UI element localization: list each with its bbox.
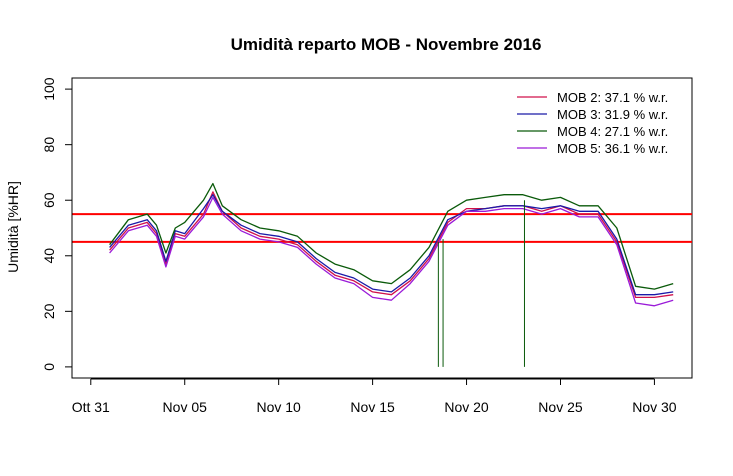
- spike-lines: [437, 200, 525, 367]
- chart-title: Umidità reparto MOB - Novembre 2016: [231, 35, 542, 54]
- legend-label: MOB 5: 36.1 % w.r.: [557, 141, 668, 156]
- x-tick-label: Nov 25: [538, 399, 583, 415]
- legend-label: MOB 4: 27.1 % w.r.: [557, 124, 668, 139]
- legend-label: MOB 2: 37.1 % w.r.: [557, 90, 668, 105]
- y-tick-label: 0: [41, 363, 57, 371]
- x-tick-label: Nov 10: [256, 399, 301, 415]
- series-line-mob-4: [109, 182, 674, 290]
- y-tick-label: 40: [41, 248, 57, 264]
- y-axis: 0 20 40 60 80 100: [41, 77, 73, 371]
- x-tick-label: Nov 30: [632, 399, 677, 415]
- legend: MOB 2: 37.1 % w.r. MOB 3: 31.9 % w.r. MOB …: [517, 90, 668, 156]
- x-tick-label: Nov 20: [444, 399, 489, 415]
- y-tick-label: 100: [41, 77, 57, 101]
- x-tick-label: Nov 05: [163, 399, 208, 415]
- y-tick-label: 20: [41, 303, 57, 319]
- y-tick-label: 80: [41, 137, 57, 153]
- y-tick-label: 60: [41, 192, 57, 208]
- series-line-mob-5: [109, 196, 674, 307]
- x-tick-label: Nov 15: [350, 399, 395, 415]
- legend-label: MOB 3: 31.9 % w.r.: [557, 107, 668, 122]
- series-line-mob-2: [109, 191, 674, 299]
- y-axis-label: Umidità [%HR]: [5, 181, 21, 273]
- series-lines: [109, 182, 674, 307]
- x-axis: Ott 31 Nov 05 Nov 10 Nov 15 Nov 20 Nov 25 Nov …: [72, 378, 677, 415]
- x-tick-label: Ott 31: [72, 399, 110, 415]
- series-line-mob-3: [109, 194, 674, 296]
- plot-area-frame: [71, 77, 693, 379]
